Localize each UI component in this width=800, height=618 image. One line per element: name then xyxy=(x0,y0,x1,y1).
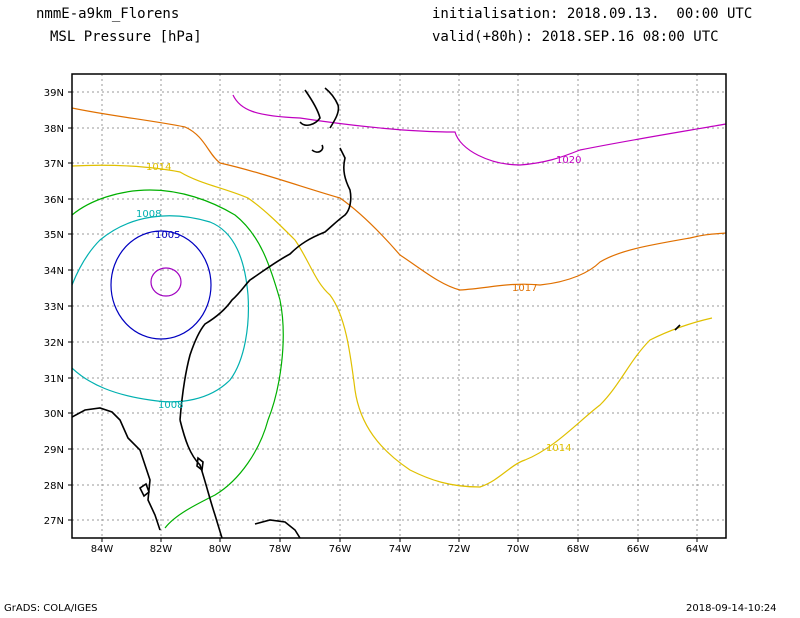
isobar-1011 xyxy=(72,189,284,529)
isobar-1014 xyxy=(72,164,713,488)
lat-label: 34N xyxy=(44,266,64,277)
isobar-1002 xyxy=(150,267,182,297)
tick-marks xyxy=(68,91,698,542)
lat-label: 35N xyxy=(44,230,64,241)
grid xyxy=(72,74,726,538)
isobar-1005 xyxy=(110,230,212,340)
lon-label: 74W xyxy=(389,544,412,555)
lat-label: 33N xyxy=(44,302,64,313)
isobar-1008 xyxy=(72,215,249,403)
lon-label: 84W xyxy=(91,544,114,555)
contour-label-1005: 1005 xyxy=(155,230,180,241)
lon-label: 76W xyxy=(329,544,352,555)
lat-label: 28N xyxy=(44,481,64,492)
longitude-labels: 84W 82W 80W 78W 76W 74W 72W 70W 68W 66W … xyxy=(91,544,709,555)
lat-label: 32N xyxy=(44,338,64,349)
lon-label: 70W xyxy=(507,544,530,555)
isobar-1017 xyxy=(72,107,726,291)
isobar-1020 xyxy=(232,94,726,166)
contour-label-1008-north: 1008 xyxy=(136,209,161,220)
variable-name: MSL Pressure [hPa] xyxy=(50,29,202,45)
footer-timestamp: 2018-09-14-10:24 xyxy=(686,603,777,614)
lat-label: 27N xyxy=(44,516,64,527)
lat-label: 29N xyxy=(44,445,64,456)
model-name: nmmE-a9km_Florens xyxy=(36,6,180,22)
contour-label-1014-west: 1014 xyxy=(146,162,171,173)
contour-label-1020: 1020 xyxy=(556,155,581,166)
latitude-labels: 39N 38N 37N 36N 35N 34N 33N 32N 31N 30N … xyxy=(44,88,64,527)
lat-label: 30N xyxy=(44,409,64,420)
lon-label: 78W xyxy=(269,544,292,555)
contour-label-1017: 1017 xyxy=(512,283,537,294)
lat-label: 36N xyxy=(44,195,64,206)
lon-label: 82W xyxy=(150,544,173,555)
lon-label: 68W xyxy=(567,544,590,555)
coastline xyxy=(72,87,681,538)
lon-label: 80W xyxy=(209,544,232,555)
init-time: initialisation: 2018.09.13. 00:00 UTC xyxy=(432,6,753,22)
lon-label: 72W xyxy=(448,544,471,555)
lat-label: 31N xyxy=(44,374,64,385)
lat-label: 39N xyxy=(44,88,64,99)
lat-label: 37N xyxy=(44,159,64,170)
lat-label: 38N xyxy=(44,124,64,135)
lon-label: 64W xyxy=(686,544,709,555)
contour-label-1008-south: 1008 xyxy=(158,400,183,411)
lon-label: 66W xyxy=(627,544,650,555)
contour-labels: 1020 1017 1014 1014 1008 1008 1005 xyxy=(136,155,581,454)
valid-time: valid(+80h): 2018.SEP.16 08:00 UTC xyxy=(432,29,719,45)
contour-label-1014-east: 1014 xyxy=(546,443,571,454)
footer-credit: GrADS: COLA/IGES xyxy=(4,603,98,614)
